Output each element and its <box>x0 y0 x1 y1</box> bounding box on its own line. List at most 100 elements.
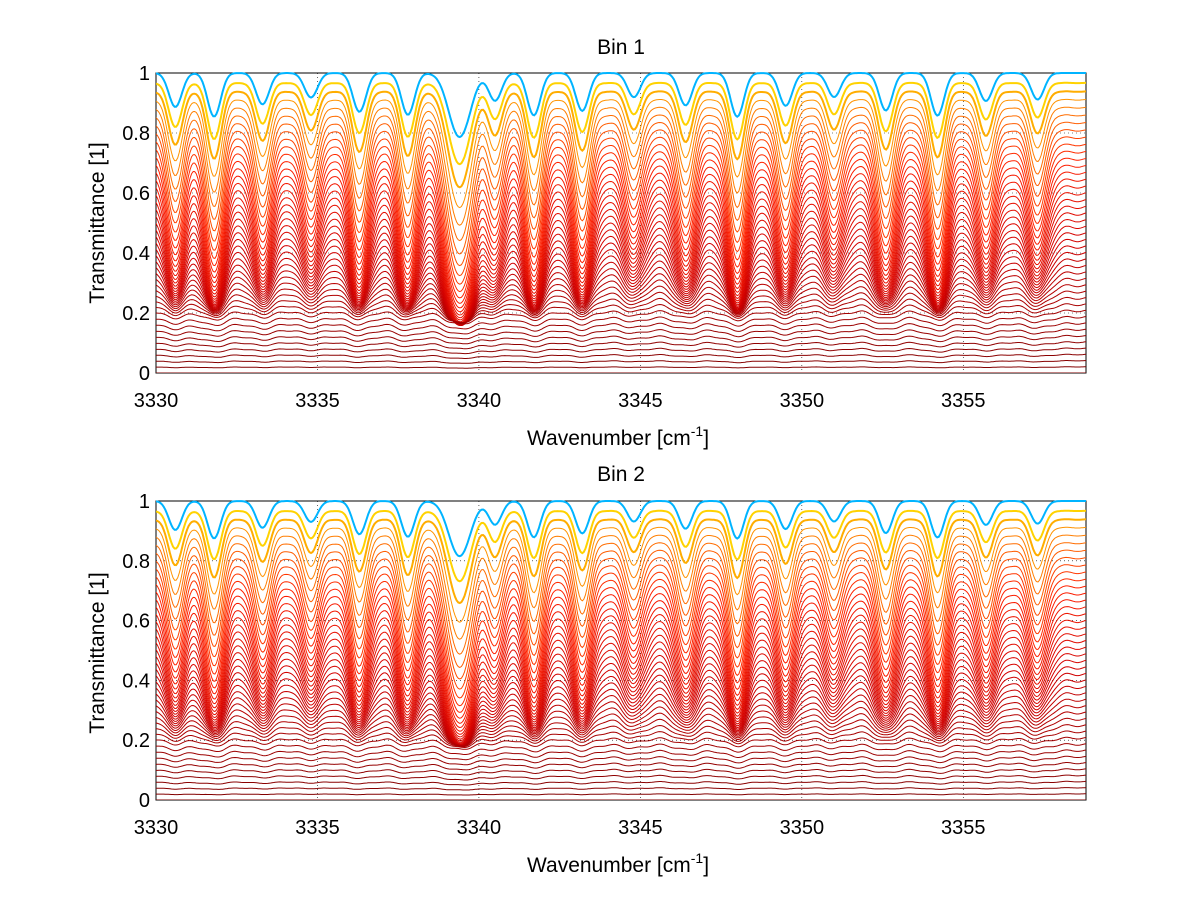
x-tick-label: 3335 <box>295 817 340 839</box>
spectrum-line <box>156 290 1086 324</box>
spectrum-line <box>156 730 1086 749</box>
spectrum-line <box>156 612 1086 732</box>
chart-panel-bin-2: Bin 2 0 0.2 0.4 0.6 0.8 1 3330 3335 3340 3345 3350… <box>86 463 1087 877</box>
spectrum-line <box>156 659 1086 745</box>
spectrum-line <box>156 71 1086 139</box>
spectrum-line <box>156 626 1086 738</box>
spectrum-line <box>156 271 1086 325</box>
spectrum-line <box>156 578 1086 707</box>
spectrum-line <box>156 129 1086 267</box>
spectrum-line <box>156 672 1086 746</box>
y-axis-label: Transmittance [1] <box>86 572 109 733</box>
spectrum-line <box>156 646 1086 743</box>
spectrum-line <box>156 518 1086 605</box>
series-group <box>156 499 1086 800</box>
spectrum-line <box>156 121 1086 255</box>
spectrum-line <box>156 749 1086 761</box>
plot-area: 0 0.2 0.4 0.6 0.8 1 3330 3335 3340 3345 3350 3355 <box>122 491 1087 839</box>
spectrum-line <box>156 743 1086 755</box>
spectrum-line <box>156 592 1086 719</box>
spectrum-line <box>156 762 1086 771</box>
spectrum-line <box>156 787 1086 791</box>
spectrum-line <box>156 264 1086 326</box>
spectrum-line <box>156 639 1086 742</box>
x-tick-label: 3345 <box>618 390 663 412</box>
spectrum-line <box>156 711 1086 747</box>
spectrum-line <box>156 322 1086 335</box>
spectrum-line <box>156 81 1086 166</box>
x-tick-label: 3350 <box>780 817 825 839</box>
spectrum-line <box>156 334 1086 345</box>
spectrum-line <box>156 633 1086 740</box>
spectrum-line <box>156 315 1086 330</box>
spectrum-line <box>156 653 1086 744</box>
x-tick-label: 3350 <box>780 390 825 412</box>
spectrum-line <box>156 705 1086 747</box>
spectrum-line <box>156 366 1086 369</box>
spectrum-line <box>156 106 1086 226</box>
spectrum-line <box>156 360 1086 364</box>
y-tick-label: 1 <box>139 63 150 85</box>
x-tick-label: 3355 <box>941 390 986 412</box>
spectrum-line <box>156 768 1086 776</box>
chart-title: Bin 2 <box>597 463 645 486</box>
spectrum-line <box>156 309 1086 325</box>
spectrum-line <box>156 90 1086 189</box>
spectrum-line <box>156 303 1086 324</box>
spectrum-line <box>156 780 1086 786</box>
y-tick-label: 0.6 <box>122 183 150 205</box>
spectrum-line <box>156 685 1086 747</box>
spectrum-line <box>156 619 1086 735</box>
x-tick-label: 3340 <box>457 390 502 412</box>
spectrum-line <box>156 218 1086 325</box>
y-axis-label: Transmittance [1] <box>86 142 109 303</box>
spectrum-line <box>156 245 1086 326</box>
y-tick-label: 0.2 <box>122 303 150 325</box>
spectrum-line <box>156 98 1086 209</box>
spectrum-line <box>156 599 1086 724</box>
spectrum-line <box>156 251 1086 326</box>
chart-title: Bin 1 <box>597 36 645 59</box>
spectrum-line <box>156 585 1086 713</box>
spectrum-line <box>156 534 1086 640</box>
spectrum-line <box>156 353 1086 359</box>
spectrum-line <box>156 793 1086 796</box>
spectrum-line <box>156 157 1086 299</box>
y-tick-label: 0.2 <box>122 730 150 752</box>
x-tick-label: 3330 <box>134 390 179 412</box>
spectrum-line <box>156 679 1086 747</box>
chart-panel-bin-1: Bin 1 0 0.2 0.4 0.6 0.8 1 3330 3335 3340 3345 3350… <box>86 36 1087 450</box>
y-tick-label: 0.4 <box>122 670 150 692</box>
spectrum-line <box>156 606 1086 729</box>
spectrum-line <box>156 341 1086 350</box>
spectrum-line <box>156 143 1086 285</box>
spectrum-line <box>156 185 1086 316</box>
spectrum-line <box>156 192 1086 319</box>
spectrum-line <box>156 178 1086 313</box>
spectrum-line <box>156 171 1086 309</box>
x-tick-label: 3340 <box>457 817 502 839</box>
spectrum-line <box>156 571 1086 699</box>
y-tick-label: 0 <box>139 363 150 385</box>
spectrum-line <box>156 666 1086 746</box>
spectrum-line <box>156 328 1086 340</box>
x-tick-label: 3330 <box>134 817 179 839</box>
spectrum-line <box>156 258 1086 326</box>
x-tick-label: 3345 <box>618 817 663 839</box>
spectrum-line <box>156 277 1086 325</box>
spectrum-line <box>156 347 1086 355</box>
spectrum-line <box>156 205 1086 323</box>
spectrum-line <box>156 698 1086 747</box>
spectrum-line <box>156 509 1086 583</box>
y-tick-label: 0.6 <box>122 611 150 633</box>
series-group <box>156 71 1086 373</box>
spectrum-line <box>156 542 1086 655</box>
spectrum-line <box>156 284 1086 324</box>
spectrum-line <box>156 150 1086 293</box>
spectrum-line <box>156 755 1086 766</box>
spectrum-line <box>156 736 1086 750</box>
spectrum-line <box>156 164 1086 304</box>
spectrum-line <box>156 692 1086 747</box>
spectrum-line <box>156 232 1086 326</box>
